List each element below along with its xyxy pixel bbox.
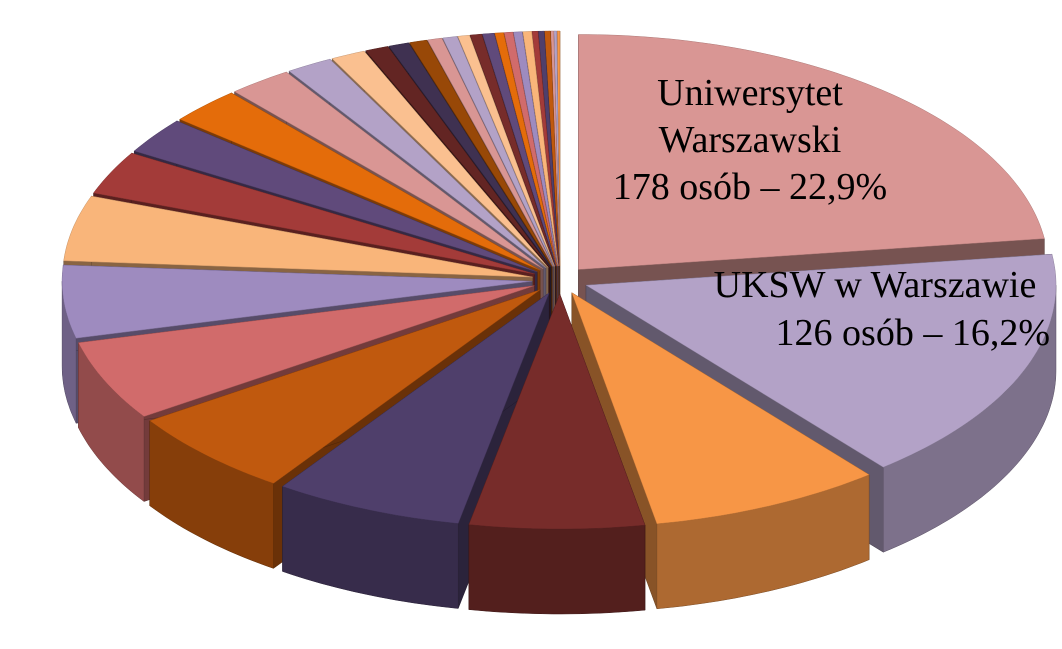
slice <box>388 42 552 267</box>
slice <box>78 285 535 417</box>
value-label: 178 osób – 22,9% <box>612 166 888 208</box>
slice <box>61 264 533 339</box>
slice <box>63 195 533 278</box>
slice-label: Uniwersytet Warszawski <box>657 72 843 161</box>
slice <box>544 30 560 267</box>
slice <box>571 292 870 525</box>
slice <box>133 120 538 273</box>
slice <box>522 31 559 267</box>
slice <box>365 46 550 268</box>
slice <box>494 32 557 267</box>
slice <box>442 36 555 267</box>
slice <box>585 253 1057 468</box>
slice <box>93 152 535 275</box>
slice-label: UKSW w Warszawie <box>713 264 1037 306</box>
slice <box>149 289 541 484</box>
slice <box>550 30 560 267</box>
slice <box>457 34 555 267</box>
slice <box>468 293 646 530</box>
slice <box>538 30 560 267</box>
slice <box>531 30 559 267</box>
slice <box>179 92 541 271</box>
slice <box>427 37 554 267</box>
slice <box>482 32 557 267</box>
slice <box>331 50 549 268</box>
slice-wall <box>468 524 646 615</box>
slice <box>513 31 558 267</box>
slice <box>409 39 553 267</box>
slice <box>469 33 556 267</box>
value-label: 126 osób – 16,2% <box>775 312 1050 354</box>
slice <box>281 292 550 524</box>
slice <box>503 31 558 267</box>
slice <box>233 71 544 270</box>
slice <box>578 34 1045 270</box>
slice <box>288 58 547 269</box>
